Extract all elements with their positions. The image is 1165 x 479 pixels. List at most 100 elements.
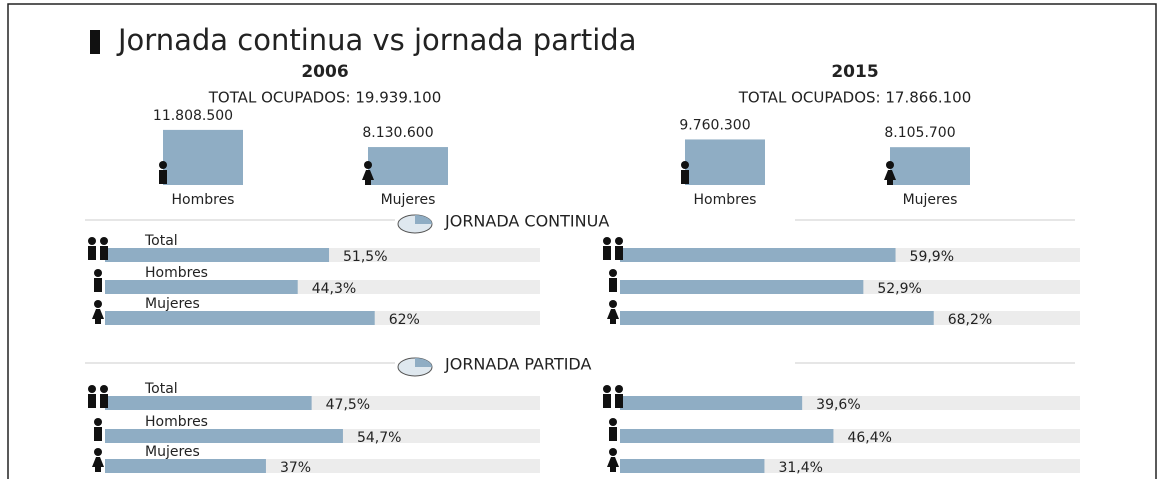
bar	[105, 280, 298, 294]
person-icon	[88, 246, 96, 260]
category-label: Mujeres	[145, 444, 200, 460]
bar	[163, 129, 243, 185]
bar	[105, 429, 343, 443]
person-icon	[610, 319, 616, 324]
person-icon	[884, 170, 896, 180]
person-icon	[100, 237, 108, 245]
category-label: Hombres	[172, 192, 235, 208]
person-icon	[615, 237, 623, 245]
value-label: 8.130.600	[362, 125, 433, 141]
person-icon	[100, 394, 108, 408]
bar	[620, 280, 864, 294]
page-title: Jornada continua vs jornada partida	[116, 23, 636, 57]
person-icon	[94, 427, 102, 441]
person-icon	[887, 180, 893, 185]
category-label: Hombres	[694, 192, 757, 208]
person-icon	[364, 161, 372, 169]
clock-icon	[415, 358, 432, 367]
year-title: 2015	[831, 62, 878, 82]
bar	[620, 396, 803, 410]
value-label: 54,7%	[357, 430, 401, 446]
person-icon	[365, 180, 371, 185]
category-label: Mujeres	[145, 296, 200, 312]
person-icon	[92, 457, 104, 467]
person-icon	[100, 385, 108, 393]
bar	[105, 396, 312, 410]
frame	[7, 3, 1157, 479]
person-icon	[92, 309, 104, 319]
subtitle: TOTAL OCUPADOS: 19.939.100	[208, 89, 442, 107]
value-label: 47,5%	[326, 397, 370, 413]
bar	[105, 248, 330, 262]
value-label: 46,4%	[847, 430, 891, 446]
bar	[620, 459, 765, 473]
person-icon	[603, 385, 611, 393]
person-icon	[94, 418, 102, 426]
person-icon	[609, 278, 617, 292]
category-label: Mujeres	[903, 192, 958, 208]
value-label: 62%	[389, 312, 420, 328]
value-label: 31,4%	[778, 460, 822, 476]
clock-icon	[415, 215, 432, 224]
person-icon	[159, 170, 167, 184]
person-icon	[610, 467, 616, 472]
value-label: 37%	[280, 460, 311, 476]
person-icon	[88, 237, 96, 245]
person-icon	[88, 385, 96, 393]
person-icon	[603, 237, 611, 245]
value-label: 8.105.700	[884, 125, 955, 141]
person-icon	[603, 246, 611, 260]
value-label: 11.808.500	[153, 108, 233, 124]
person-icon	[603, 394, 611, 408]
person-icon	[159, 161, 167, 169]
person-icon	[362, 170, 374, 180]
bar	[620, 429, 834, 443]
person-icon	[609, 418, 617, 426]
person-icon	[95, 467, 101, 472]
bar	[685, 139, 765, 185]
bar	[105, 459, 266, 473]
value-label: 9.760.300	[679, 117, 750, 133]
subtitle: TOTAL OCUPADOS: 17.866.100	[738, 89, 972, 107]
header-bg	[395, 353, 795, 375]
category-label: Mujeres	[381, 192, 436, 208]
person-icon	[609, 300, 617, 308]
person-icon	[94, 278, 102, 292]
person-icon	[615, 394, 623, 408]
person-icon	[94, 448, 102, 456]
person-icon	[607, 309, 619, 319]
category-label: Total	[144, 381, 178, 397]
bar	[620, 248, 896, 262]
section-title: JORNADA CONTINUA	[444, 212, 609, 231]
year-title: 2006	[301, 62, 348, 82]
value-label: 52,9%	[877, 281, 921, 297]
person-icon	[609, 269, 617, 277]
value-label: 59,9%	[910, 249, 954, 265]
person-icon	[681, 170, 689, 184]
person-icon	[94, 300, 102, 308]
value-label: 44,3%	[312, 281, 356, 297]
value-label: 51,5%	[343, 249, 387, 265]
category-label: Hombres	[145, 414, 208, 430]
person-icon	[886, 161, 894, 169]
person-icon	[88, 394, 96, 408]
value-label: 68,2%	[948, 312, 992, 328]
bar	[368, 147, 448, 185]
person-icon	[609, 427, 617, 441]
person-icon	[615, 385, 623, 393]
person-icon	[607, 457, 619, 467]
section-title: JORNADA PARTIDA	[444, 355, 591, 374]
bar	[620, 311, 934, 325]
title-marker	[90, 30, 100, 54]
category-label: Total	[144, 233, 178, 249]
bar	[890, 147, 970, 185]
person-icon	[615, 246, 623, 260]
person-icon	[95, 319, 101, 324]
category-label: Hombres	[145, 265, 208, 281]
value-label: 39,6%	[816, 397, 860, 413]
person-icon	[94, 269, 102, 277]
person-icon	[681, 161, 689, 169]
person-icon	[100, 246, 108, 260]
person-icon	[609, 448, 617, 456]
